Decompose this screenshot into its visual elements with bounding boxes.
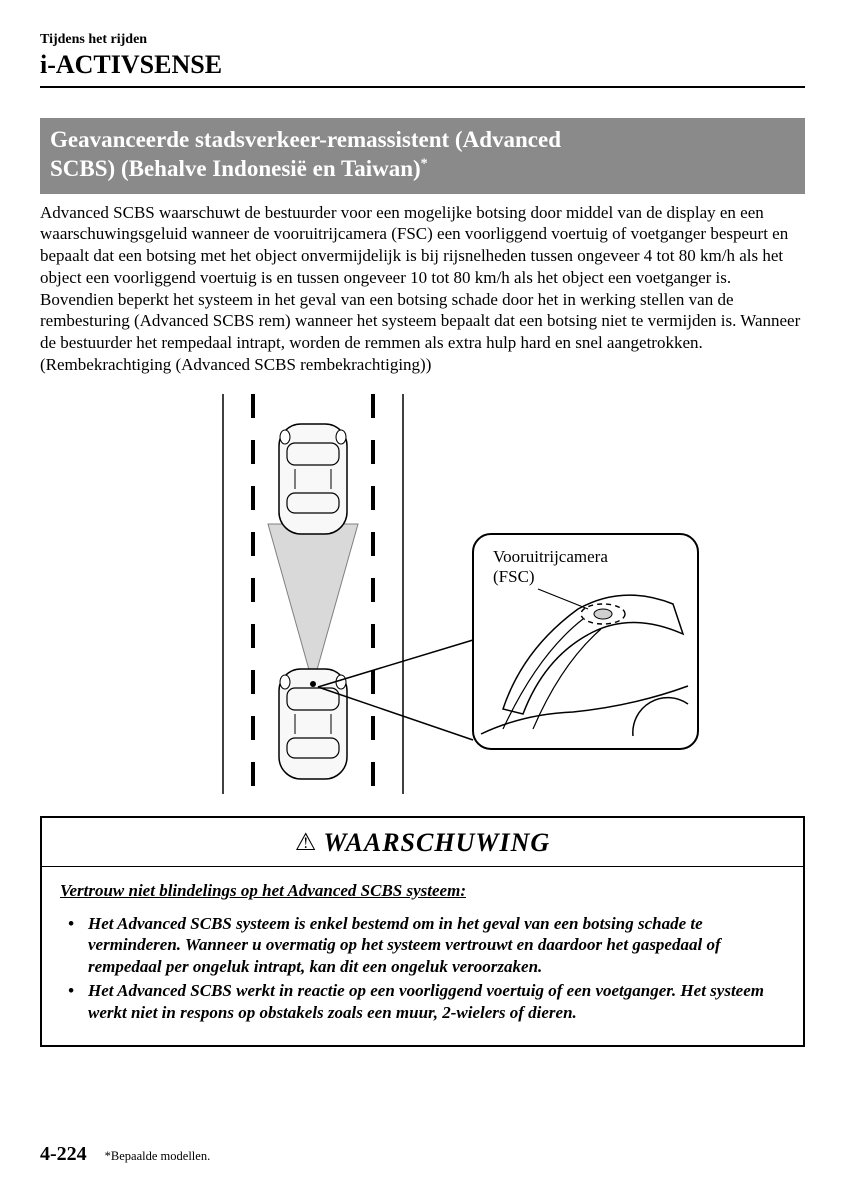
body-paragraph: Advanced SCBS waarschuwt de bestuurder v…	[40, 202, 805, 376]
warning-heading-text: WAARSCHUWING	[323, 828, 550, 857]
feature-title-line1: Geavanceerde stadsverkeer-remassistent (…	[50, 127, 561, 152]
header-rule	[40, 86, 805, 88]
callout-text-2: (FSC)	[493, 567, 535, 586]
warning-lead: Vertrouw niet blindelings op het Advance…	[60, 881, 785, 901]
page-footer: 4-224 *Bepaalde modellen.	[40, 1143, 805, 1166]
warning-box: ⚠WAARSCHUWING Vertrouw niet blindelings …	[40, 816, 805, 1048]
callout-text-1: Vooruitrijcamera	[493, 547, 608, 566]
warning-icon: ⚠	[295, 830, 318, 856]
feature-heading: Geavanceerde stadsverkeer-remassistent (…	[40, 118, 805, 194]
section-title: i-ACTIVSENSE	[40, 50, 805, 80]
footnote: *Bepaalde modellen.	[105, 1149, 211, 1164]
feature-title-line2: SCBS) (Behalve Indonesië en Taiwan)	[50, 156, 421, 181]
warning-item: Het Advanced SCBS systeem is enkel beste…	[88, 913, 785, 978]
warning-body: Vertrouw niet blindelings op het Advance…	[42, 867, 803, 1046]
diagram-container: Vooruitrijcamera (FSC)	[40, 394, 805, 794]
warning-list: Het Advanced SCBS systeem is enkel beste…	[60, 913, 785, 1024]
warning-heading: ⚠WAARSCHUWING	[42, 818, 803, 867]
warning-item: Het Advanced SCBS werkt in reactie op ee…	[88, 980, 785, 1024]
chapter-label: Tijdens het rijden	[40, 32, 805, 48]
feature-asterisk: *	[421, 156, 428, 171]
page-number: 4-224	[40, 1143, 87, 1166]
scbs-diagram: Vooruitrijcamera (FSC)	[143, 394, 703, 794]
